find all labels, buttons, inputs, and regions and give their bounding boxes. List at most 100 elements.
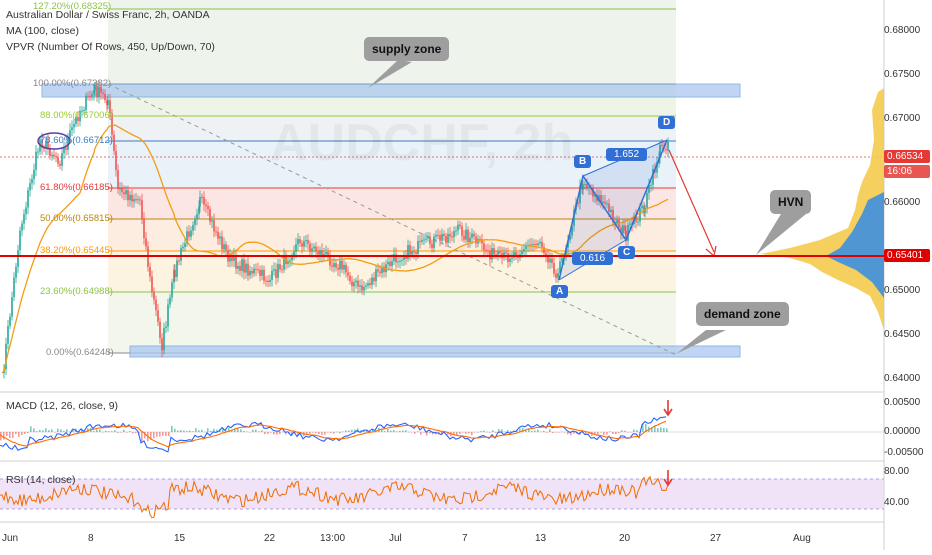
candle-body bbox=[547, 256, 549, 263]
candle-body bbox=[417, 241, 419, 254]
candle-body bbox=[55, 156, 57, 158]
macd-histogram-bar bbox=[636, 429, 638, 432]
macd-legend[interactable]: MACD (12, 26, close, 9) bbox=[6, 400, 119, 412]
candle-body bbox=[313, 246, 315, 249]
candle-body bbox=[399, 260, 401, 262]
demand-callout-pointer bbox=[676, 330, 726, 354]
macd-histogram-bar bbox=[327, 432, 329, 433]
fib-label-100: 100.00%(0.67382) bbox=[33, 78, 112, 89]
candle-body bbox=[135, 199, 137, 201]
macd-histogram-bar bbox=[429, 432, 431, 434]
hvn-callout-pointer bbox=[756, 214, 806, 255]
ratio-label-bc[interactable]: 1.652 bbox=[606, 148, 648, 161]
candle-body bbox=[353, 282, 355, 287]
macd-histogram-bar bbox=[510, 431, 512, 432]
fib-label-50: 50.00%(0.65815) bbox=[40, 213, 113, 224]
ratio-label-ac[interactable]: 0.616 bbox=[572, 252, 614, 265]
candle-body bbox=[577, 202, 579, 204]
candle-body bbox=[277, 264, 279, 278]
macd-histogram-bar bbox=[543, 430, 545, 432]
candle-body bbox=[125, 189, 127, 195]
candle-body bbox=[309, 243, 311, 252]
price-tick: 0.64000 bbox=[884, 373, 921, 384]
candle-body bbox=[537, 243, 539, 246]
candle-body bbox=[127, 189, 129, 201]
hvn-callout[interactable]: HVN bbox=[770, 190, 812, 214]
candle-body bbox=[107, 100, 109, 106]
candle-body bbox=[483, 243, 485, 251]
pattern-point-b[interactable]: B bbox=[574, 155, 592, 168]
ma-legend[interactable]: MA (100, close) bbox=[6, 25, 79, 37]
rsi-tick: 40.00 bbox=[884, 497, 910, 508]
candle-body bbox=[231, 254, 233, 261]
watermark-symbol: AUDCHF, 2h bbox=[270, 114, 573, 172]
candle-body bbox=[403, 255, 405, 260]
candle-body bbox=[321, 250, 323, 257]
macd-histogram-bar bbox=[390, 430, 392, 432]
candle-body bbox=[301, 243, 303, 247]
candle-body bbox=[117, 170, 119, 189]
macd-histogram-bar bbox=[315, 432, 317, 434]
rsi-legend[interactable]: RSI (14, close) bbox=[6, 474, 76, 486]
chart-title[interactable]: Australian Dollar / Swiss Franc, 2h, OAN… bbox=[6, 9, 210, 21]
candle-body bbox=[600, 194, 602, 204]
macd-histogram-bar bbox=[342, 431, 344, 433]
fib-zone-0 bbox=[108, 292, 676, 353]
candle-body bbox=[541, 241, 543, 248]
candle-body bbox=[87, 95, 89, 97]
candle-body bbox=[217, 231, 219, 239]
candle-body bbox=[529, 244, 531, 246]
pattern-point-d[interactable]: D bbox=[658, 116, 676, 129]
candle-body bbox=[93, 90, 95, 95]
candle-body bbox=[69, 130, 71, 138]
candle-body bbox=[263, 269, 265, 281]
candle-body bbox=[207, 206, 209, 210]
macd-histogram-bar bbox=[597, 432, 599, 436]
candle-body bbox=[7, 325, 9, 344]
macd-histogram-bar bbox=[507, 430, 509, 432]
time-tick: 8 bbox=[88, 533, 94, 544]
candle-body bbox=[539, 241, 541, 244]
demand-zone-callout[interactable]: demand zone bbox=[696, 302, 789, 326]
macd-histogram-bar bbox=[645, 423, 647, 432]
supply-callout-pointer bbox=[368, 60, 412, 88]
candle-body bbox=[23, 213, 25, 224]
pattern-point-a[interactable]: A bbox=[551, 285, 569, 298]
macd-histogram-bar bbox=[24, 432, 26, 434]
macd-histogram-bar bbox=[306, 432, 308, 434]
supply-zone-box[interactable] bbox=[41, 83, 741, 98]
macd-histogram-bar bbox=[63, 430, 65, 432]
candle-body bbox=[594, 194, 596, 197]
candle-body bbox=[205, 204, 207, 207]
macd-histogram-bar bbox=[18, 432, 20, 437]
pattern-point-c[interactable]: C bbox=[618, 246, 636, 259]
candle-body bbox=[267, 280, 269, 282]
candle-body bbox=[357, 280, 359, 287]
dashed-trendline[interactable] bbox=[107, 83, 677, 356]
macd-histogram-bar bbox=[189, 430, 191, 432]
macd-histogram-bar bbox=[414, 432, 416, 434]
macd-histogram-bar bbox=[615, 432, 617, 435]
macd-histogram-bar bbox=[426, 432, 428, 436]
macd-histogram-bar bbox=[21, 432, 23, 436]
macd-tick: 0.00000 bbox=[884, 426, 921, 437]
macd-histogram-bar bbox=[159, 432, 161, 437]
vpvr-legend[interactable]: VPVR (Number Of Rows, 450, Up/Down, 70) bbox=[6, 41, 215, 53]
candle-body bbox=[83, 109, 85, 111]
macd-histogram-bar bbox=[114, 430, 116, 432]
supply-zone-callout[interactable]: supply zone bbox=[364, 37, 450, 61]
candle-body bbox=[41, 139, 43, 148]
macd-histogram-bar bbox=[564, 432, 566, 433]
candle-body bbox=[612, 209, 614, 223]
candle-body bbox=[243, 259, 245, 273]
demand-zone-box[interactable] bbox=[129, 345, 741, 358]
macd-histogram-bar bbox=[492, 430, 494, 432]
macd-histogram-bar bbox=[627, 432, 629, 433]
candle-body bbox=[431, 243, 433, 248]
projection-arrow[interactable] bbox=[668, 149, 715, 253]
vpvr-up-volume bbox=[760, 88, 884, 330]
fib-zone-50 bbox=[108, 188, 676, 219]
macd-histogram-bar bbox=[210, 430, 212, 432]
